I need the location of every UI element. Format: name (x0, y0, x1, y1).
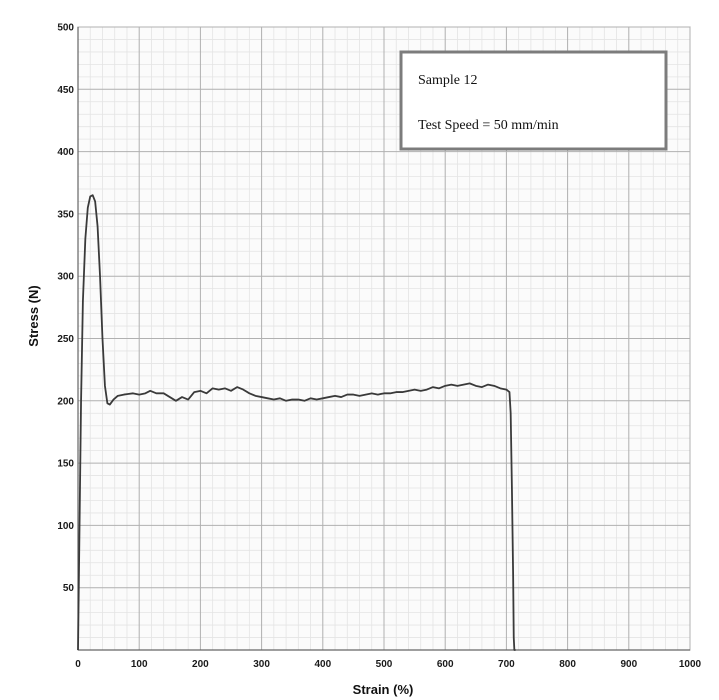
x-tick-label: 200 (192, 659, 209, 670)
annotation-box: Sample 12 Test Speed = 50 mm/min (399, 50, 668, 151)
x-tick-label: 400 (314, 659, 331, 670)
y-tick-label: 500 (57, 23, 74, 34)
y-tick-label: 450 (57, 85, 74, 96)
y-tick-label: 250 (57, 334, 74, 345)
stress-strain-line (77, 194, 516, 651)
y-tick-label: 50 (63, 583, 75, 594)
y-tick-label: 150 (57, 459, 74, 470)
x-tick-label: 600 (437, 659, 454, 670)
y-tick-label: 350 (57, 209, 74, 220)
x-tick-label: 900 (620, 659, 637, 670)
y-tick-label: 200 (57, 396, 74, 407)
y-tick-label: 100 (57, 521, 74, 532)
x-axis-ticks: 0 100 200 300 400 500 600 700 800 900 1000 (75, 659, 701, 670)
y-tick-label: 300 (57, 272, 74, 283)
annotation-box-frame (399, 50, 668, 151)
x-tick-label: 0 (75, 659, 81, 670)
annotation-sample-label: Sample 12 (418, 73, 478, 88)
annotation-speed-label: Test Speed = 50 mm/min (418, 118, 559, 133)
x-axis-title: Strain (%) (353, 682, 414, 697)
x-tick-label: 500 (376, 659, 393, 670)
x-tick-label: 700 (498, 659, 515, 670)
y-axis-title: Stress (N) (26, 285, 41, 346)
x-tick-label: 800 (559, 659, 576, 670)
y-axis-ticks: 50 100 150 200 250 300 350 400 450 500 (57, 23, 74, 595)
x-tick-label: 1000 (679, 659, 702, 670)
x-tick-label: 100 (131, 659, 148, 670)
x-tick-label: 300 (253, 659, 270, 670)
axes (77, 27, 690, 651)
y-tick-label: 400 (57, 147, 74, 158)
